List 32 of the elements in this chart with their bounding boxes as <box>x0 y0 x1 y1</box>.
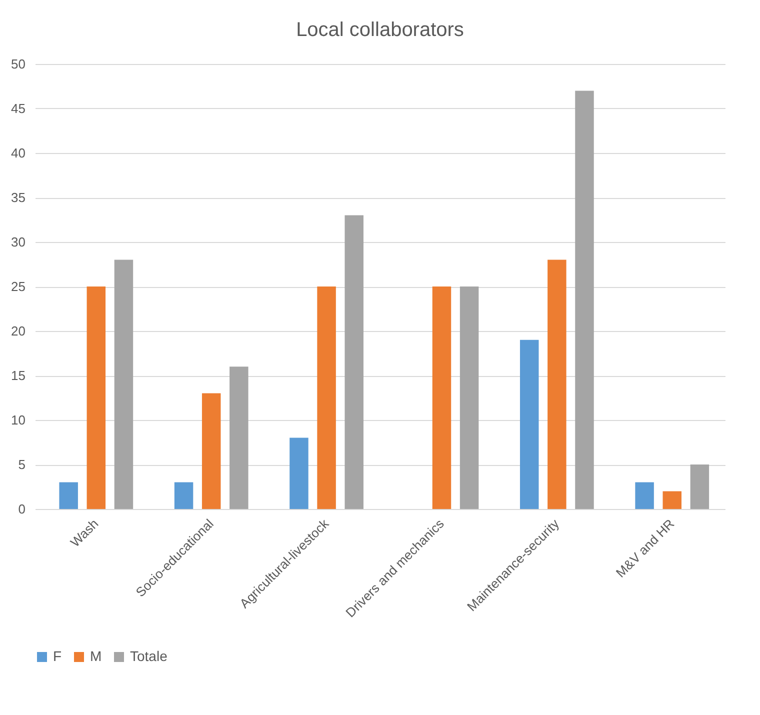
y-tick-label: 30 <box>11 234 26 250</box>
y-tick-label: 5 <box>18 457 26 472</box>
bar <box>114 260 134 509</box>
y-tick-label: 15 <box>11 368 26 383</box>
bar <box>460 286 479 509</box>
bar <box>344 215 364 509</box>
bar <box>575 90 594 509</box>
legend-label: M <box>90 648 102 664</box>
bar <box>290 438 308 509</box>
y-tick-label: 20 <box>11 324 26 338</box>
y-tick-label: 0 <box>18 502 26 516</box>
y-tick-label: 10 <box>11 412 26 428</box>
bar <box>432 286 452 509</box>
chart-title: Local collaborators <box>296 19 464 41</box>
bar <box>690 464 710 509</box>
bar <box>662 491 682 509</box>
y-tick-label: 40 <box>11 146 26 160</box>
legend-label: F <box>53 648 62 664</box>
bar <box>230 366 248 509</box>
legend-label: Totale <box>130 648 168 664</box>
bar <box>174 482 194 509</box>
y-tick-label: 25 <box>11 279 26 294</box>
bar <box>520 340 539 509</box>
bar <box>548 260 566 509</box>
bar <box>59 482 78 509</box>
y-tick-label: 45 <box>11 101 26 116</box>
y-tick-label: 50 <box>11 56 26 72</box>
bar <box>635 482 654 509</box>
bar <box>317 286 336 509</box>
bar <box>86 286 106 509</box>
bar <box>202 393 221 509</box>
y-tick-label: 35 <box>11 190 26 205</box>
